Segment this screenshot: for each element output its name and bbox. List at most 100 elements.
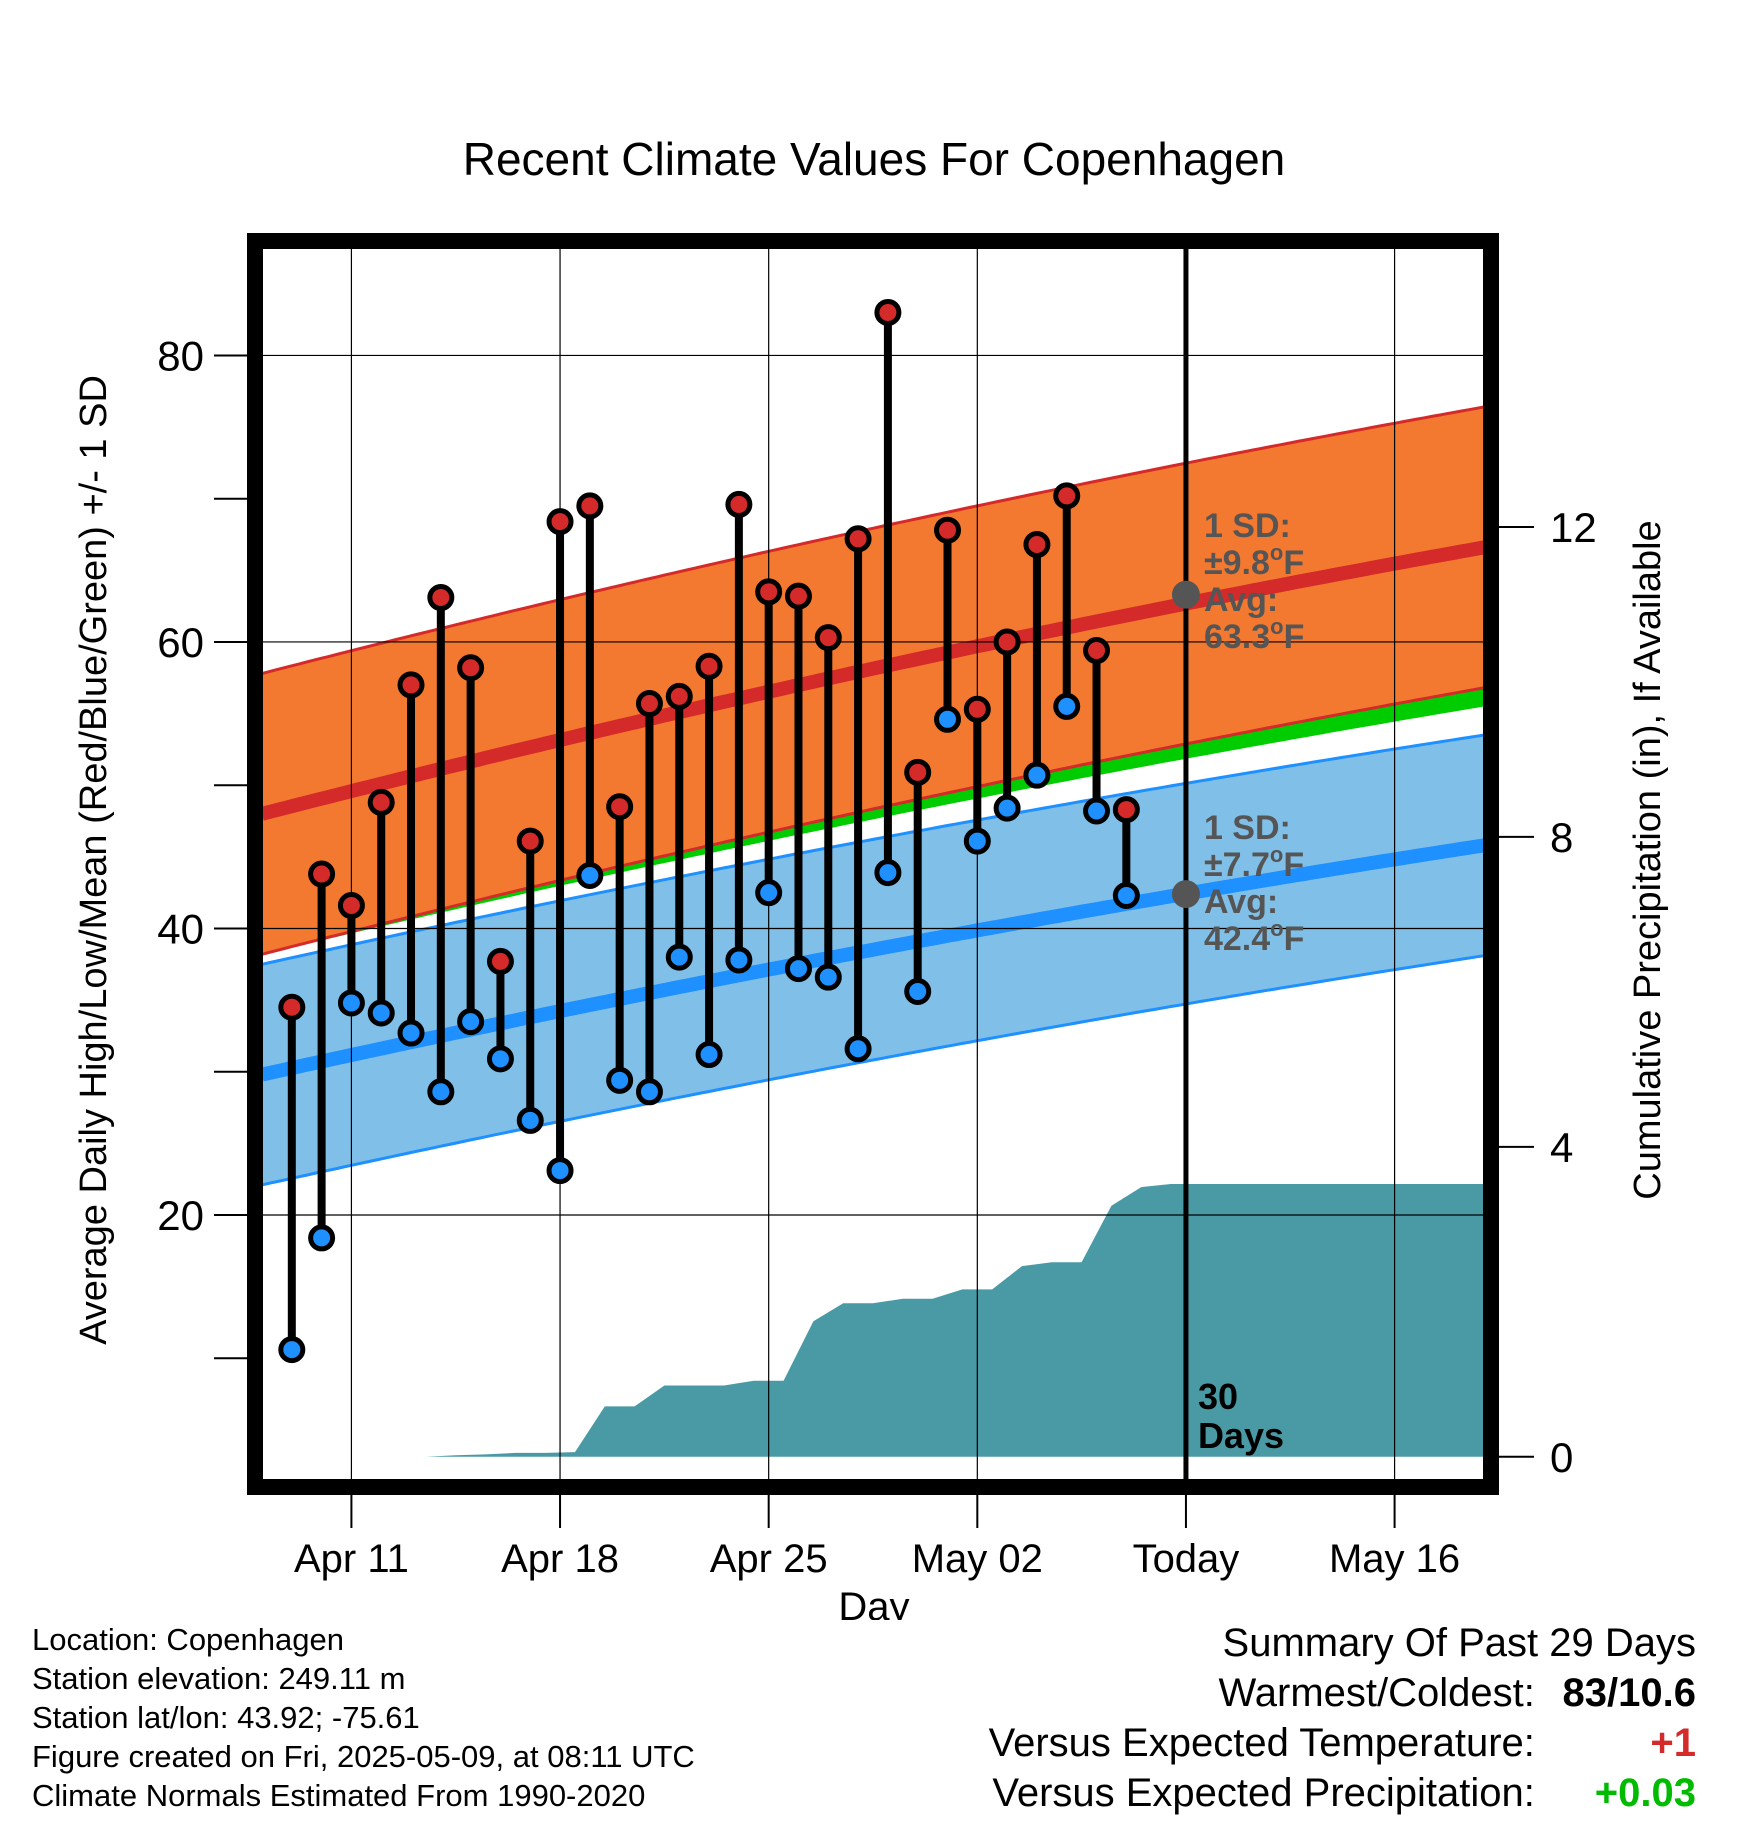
station-info: Location: Copenhagen Station elevation: … [32,1620,695,1815]
high-normal-annotation-line: ±9.8oF [1204,540,1304,582]
daily-low-point [1053,692,1081,720]
low-normal-annotation-line: 42.4oF [1204,916,1304,958]
daily-low-point [516,1106,544,1134]
y2-tick-label: 8 [1550,814,1573,861]
precip-vs-expected-value: +0.03 [1594,1771,1696,1815]
daily-low-point [337,989,365,1017]
low-normal-annotation-line: ±7.7oF [1204,842,1304,884]
daily-high-point [486,947,514,975]
daily-high-point [874,298,902,326]
daily-low-point [576,861,604,889]
daily-low-point [397,1019,425,1047]
temp-vs-expected-value: +1 [1650,1721,1696,1765]
daily-low-point [934,705,962,733]
daily-high-point [695,652,723,680]
high-sd-band [262,407,1484,955]
precip-area [262,1184,1484,1457]
daily-low-point [457,1008,485,1036]
daily-low-point [367,999,395,1027]
daily-low-point [635,1078,663,1106]
daily-high-point [397,671,425,699]
daily-high-point [993,628,1021,656]
daily-high-point [337,892,365,920]
y2-tick-label: 12 [1550,504,1597,551]
daily-high-point [457,654,485,682]
x-tick-label: May 16 [1329,1537,1460,1581]
daily-low-point [695,1041,723,1069]
daily-low-point [606,1066,634,1094]
daily-high-point [308,860,336,888]
daily-low-point [874,859,902,887]
daily-high-point [427,584,455,612]
daily-low-point [963,827,991,855]
daily-low-point [1083,797,1111,825]
daily-high-point [1112,796,1140,824]
climate-chart: Recent Climate Values For Copenhagen 1 S… [73,133,1669,1620]
days-label-line1: 30 [1198,1376,1238,1417]
summary-panel: Summary Of Past 29 Days Warmest/Coldest:… [989,1618,1696,1818]
daily-low-point [486,1045,514,1073]
daily-high-point [665,682,693,710]
y-tick-label: 80 [157,332,204,379]
x-tick-label: Apr 18 [501,1537,619,1581]
high-normal-annotation-line: Avg: [1204,581,1278,619]
low-sd-band [262,735,1484,1185]
low-normal-annotation-line: 1 SD: [1204,809,1291,847]
summary-temp: Versus Expected Temperature: +1 [989,1718,1696,1768]
daily-low-point [427,1078,455,1106]
daily-low-point [993,794,1021,822]
high-sd-lower-line [262,686,1484,956]
y-tick-label: 60 [157,619,204,666]
daily-high-point [755,578,783,606]
daily-high-point [635,690,663,718]
plot-frame [247,233,1499,1495]
summary-warm-cold: Warmest/Coldest: 83/10.6 [989,1668,1697,1718]
daily-low-point [546,1157,574,1185]
daily-low-point [904,977,932,1005]
x-tick-label: Apr 11 [294,1537,409,1581]
daily-high-point [1083,637,1111,665]
high-normal-annotation-line: 63.3oF [1204,614,1304,656]
daily-high-point [606,793,634,821]
low-sd-upper-line [262,733,1484,966]
today-low-avg-marker [1171,880,1200,909]
daily-high-point [1053,482,1081,510]
daily-low-point [1023,761,1051,789]
daily-high-point [844,525,872,553]
info-created: Figure created on Fri, 2025-05-09, at 08… [32,1739,695,1774]
low-normal-annotation-line: Avg: [1204,883,1278,921]
daily-high-point [784,582,812,610]
daily-high-point [546,508,574,536]
low-sd-lower-line [262,954,1484,1187]
daily-high-point [904,758,932,786]
info-latlon: Station lat/lon: 43.92; -75.61 [32,1700,420,1735]
daily-low-point [308,1224,336,1252]
high-sd-upper-line [262,405,1484,675]
warm-cold-value: 83/10.6 [1562,1671,1696,1715]
summary-precip: Versus Expected Precipitation: +0.03 [989,1768,1696,1818]
temp-vs-expected-label: Versus Expected Temperature: [988,1721,1535,1765]
summary-heading: Summary Of Past 29 Days [1222,1621,1696,1665]
daily-high-point [814,624,842,652]
y2-tick-label: 0 [1550,1434,1573,1481]
y-axis-label: Average Daily High/Low/Mean (Red/Blue/Gr… [73,375,115,1345]
normal-high-line [262,540,1484,821]
y-tick-label: 20 [157,1192,204,1239]
daily-high-point [516,827,544,855]
today-high-avg-marker [1171,580,1200,609]
x-tick-label: Today [1133,1537,1240,1581]
daily-low-point [784,955,812,983]
daily-low-point [814,963,842,991]
precip-vs-expected-label: Versus Expected Precipitation: [992,1771,1535,1815]
daily-low-point [725,946,753,974]
x-tick-label: May 02 [912,1537,1043,1581]
y2-axis-label: Cumulative Precipitation (in), If Availa… [1627,520,1669,1199]
daily-low-point [844,1035,872,1063]
days-label-line2: Days [1198,1415,1284,1456]
daily-high-point [934,516,962,544]
info-elevation: Station elevation: 249.11 m [32,1661,406,1696]
info-normals: Climate Normals Estimated From 1990-2020 [32,1778,646,1813]
x-tick-label: Apr 25 [710,1537,828,1581]
x-axis-label: Day [838,1585,909,1620]
